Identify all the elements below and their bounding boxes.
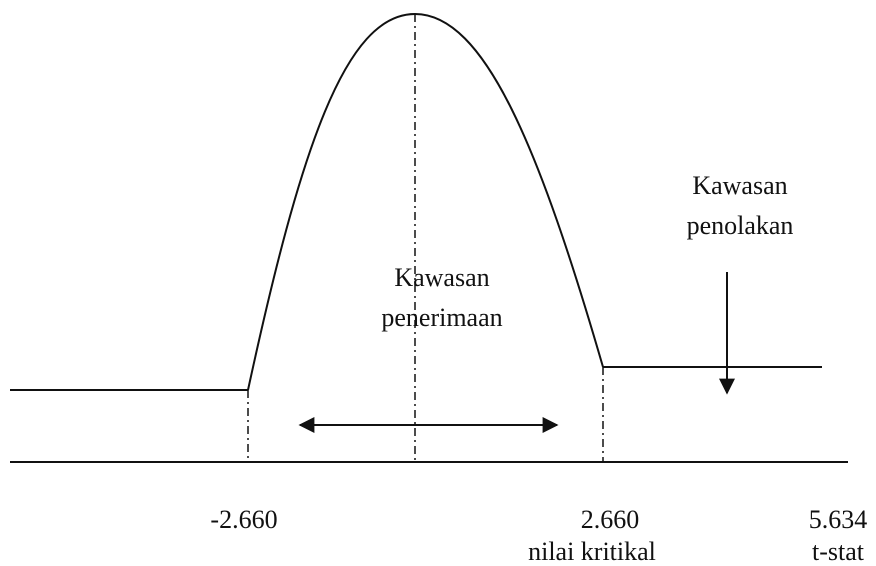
statistic-value: 5.634 <box>809 505 868 534</box>
statistic-caption: t-stat <box>812 537 865 566</box>
distribution-curve <box>247 12 604 391</box>
rejection-label: Kawasan <box>692 171 787 200</box>
critical-value: -2.660 <box>210 505 277 534</box>
acceptance-label: penerimaan <box>381 303 502 332</box>
critical-value: 2.660 <box>581 505 640 534</box>
acceptance-label: Kawasan <box>394 263 489 292</box>
critical-caption: nilai kritikal <box>528 537 656 566</box>
rejection-label: penolakan <box>687 211 794 240</box>
